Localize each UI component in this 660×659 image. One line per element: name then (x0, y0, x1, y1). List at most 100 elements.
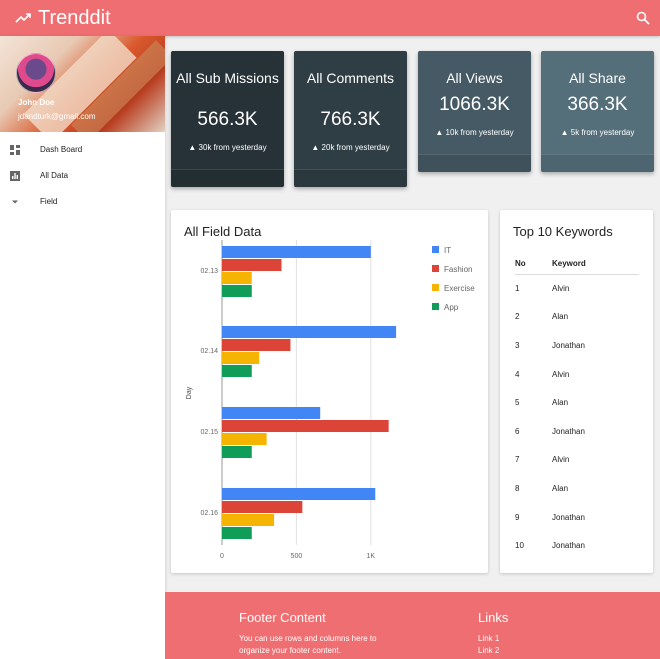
card-footer (171, 169, 284, 187)
table-row[interactable]: 10 Jonathan (515, 531, 639, 560)
keywords-panel: Top 10 Keywords No Keyword 1 Alvin 2 Alan 3 J… (500, 210, 653, 573)
chart-bar-it (222, 246, 371, 258)
table-row[interactable]: 6 Jonathan (515, 417, 639, 446)
table-row[interactable]: 5 Alan (515, 388, 639, 417)
keyword-name: Alvin (552, 455, 570, 465)
brand-title[interactable]: Trenddit (38, 7, 111, 29)
footer-description: You can use rows and columns here to org… (239, 634, 377, 655)
stat-value: 566.3K (197, 109, 258, 130)
card-footer (541, 154, 654, 172)
footer-title: Footer Content (239, 610, 326, 625)
chart-bar-fashion (222, 259, 282, 271)
y-tick-label: 02.13 (200, 268, 218, 275)
sidebar-item-dashboard[interactable]: Dash Board (0, 137, 165, 163)
keyword-name: Jonathan (552, 541, 585, 551)
table-row[interactable]: 7 Alvin (515, 446, 639, 475)
footer-links-title: Links (478, 610, 509, 625)
legend-label: IT (444, 246, 451, 255)
stat-delta: ▲ 20k from yesterday (294, 143, 407, 152)
table-row[interactable]: 1 Alvin (515, 274, 639, 303)
arrow-up-icon: ▲ (188, 143, 199, 152)
table-row[interactable]: 3 Jonathan (515, 331, 639, 360)
chart-bar-exercise (222, 433, 267, 445)
stat-card-shares[interactable]: All Share 366.3K ▲ 5k from yesterday (541, 51, 654, 172)
panel-title: All Field Data (184, 224, 262, 239)
keyword-rank: 6 (515, 426, 520, 436)
chart-bar-exercise (222, 514, 275, 526)
keyword-rank: 2 (515, 312, 520, 322)
stat-value: 766.3K (320, 109, 381, 130)
chart-bar-it (222, 407, 321, 419)
sidebar: John Doe jdandturk@gmail.com Dash Board … (0, 36, 165, 659)
stat-card-views[interactable]: All Views 1066.3K ▲ 10k from yesterday (418, 51, 531, 172)
sidebar-item-label: All Data (40, 171, 69, 180)
column-header-no: No (515, 254, 552, 275)
table-row[interactable]: 9 Jonathan (515, 503, 639, 532)
y-axis-label: Day (186, 386, 193, 399)
legend-swatch-fashion (432, 265, 439, 272)
chart-bar-fashion (222, 339, 291, 351)
sidebar-item-all-data[interactable]: All Data (0, 163, 165, 189)
stat-delta: ▲ 30k from yesterday (171, 143, 284, 152)
stat-value: 1066.3K (439, 94, 510, 115)
keyword-name: Jonathan (552, 340, 585, 350)
legend-swatch-exercise (432, 284, 439, 291)
table-row[interactable]: 2 Alan (515, 303, 639, 332)
legend-label: Exercise (444, 284, 475, 293)
stat-value: 366.3K (567, 94, 628, 115)
y-tick-label: 02.15 (200, 429, 218, 436)
keywords-table: No Keyword 1 Alvin 2 Alan 3 Jonathan 4 Alvin 5 Al… (515, 254, 639, 560)
chart-bar-app (222, 527, 252, 539)
table-row[interactable]: 8 Alan (515, 474, 639, 503)
panel-title: Top 10 Keywords (513, 224, 613, 239)
user-name: John Doe (18, 98, 55, 107)
avatar[interactable] (16, 53, 56, 93)
footer-link-2[interactable]: Link 2 (478, 646, 500, 655)
chart-bar-app (222, 446, 252, 458)
card-footer (294, 169, 407, 187)
keyword-rank: 5 (515, 398, 520, 408)
sidebar-item-label: Field (40, 197, 58, 206)
stat-card-submissions[interactable]: All Sub Missions 566.3K ▲ 30k from yeste… (171, 51, 284, 187)
stat-delta-text: 5k from yesterday (570, 128, 635, 137)
y-tick-label: 02.16 (200, 510, 218, 517)
keyword-rank: 7 (515, 455, 520, 465)
stat-card-comments[interactable]: All Comments 766.3K ▲ 20k from yesterday (294, 51, 407, 187)
chart-bar-app (222, 285, 252, 297)
keyword-rank: 4 (515, 369, 520, 379)
table-header-row: No Keyword (515, 254, 639, 275)
table-row[interactable]: 4 Alvin (515, 360, 639, 389)
search-icon[interactable] (636, 11, 650, 25)
stat-title: All Comments (306, 70, 395, 86)
stat-delta-text: 20k from yesterday (321, 143, 390, 152)
stat-delta-text: 30k from yesterday (198, 143, 267, 152)
keyword-name: Jonathan (552, 426, 585, 436)
chart-bar-fashion (222, 501, 303, 513)
arrow-up-icon: ▲ (560, 128, 571, 137)
legend-label: App (444, 303, 459, 312)
keyword-rank: 1 (515, 284, 520, 294)
chart-bar-exercise (222, 352, 260, 364)
y-tick-label: 02.14 (200, 348, 218, 355)
page-footer: Footer Content You can use rows and colu… (165, 592, 660, 659)
keyword-name: Alvin (552, 369, 570, 379)
stat-delta: ▲ 5k from yesterday (541, 128, 654, 137)
footer-link-1[interactable]: Link 1 (478, 634, 500, 643)
stat-title: All Share (569, 70, 626, 86)
x-tick-label: 1K (367, 553, 376, 560)
dashboard-icon (10, 145, 20, 155)
chart-bar-fashion (222, 420, 389, 432)
user-email: jdandturk@gmail.com (18, 112, 96, 121)
legend-label: Fashion (444, 265, 472, 274)
x-tick-label: 500 (291, 553, 303, 560)
keyword-rank: 9 (515, 512, 520, 522)
keyword-name: Alan (552, 312, 569, 322)
keyword-rank: 3 (515, 340, 520, 350)
column-header-keyword: Keyword (552, 254, 639, 275)
sidebar-item-field[interactable]: Field (0, 189, 165, 215)
stat-title: All Views (446, 70, 503, 86)
arrow-up-icon: ▲ (435, 128, 446, 137)
keyword-name: Jonathan (552, 512, 585, 522)
stat-title: All Sub Missions (176, 70, 279, 86)
keyword-rank: 8 (515, 483, 520, 493)
